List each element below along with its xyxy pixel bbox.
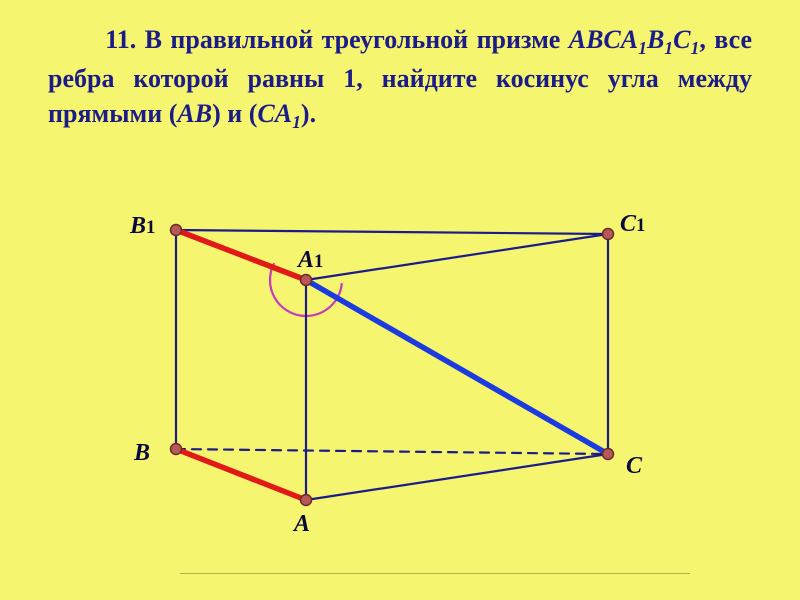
vertex-A1 bbox=[301, 275, 312, 286]
edge-red-AB bbox=[176, 449, 306, 500]
vertex-label-B1: B1 bbox=[130, 213, 155, 240]
vertex-A bbox=[301, 495, 312, 506]
vertex-label-C1: C1 bbox=[620, 211, 645, 238]
prism-diagram: A B C A1 B1 C1 bbox=[50, 190, 750, 585]
vertex-label-B: B bbox=[134, 440, 150, 467]
vertex-label-A1: A1 bbox=[298, 247, 323, 274]
vertex-label-C: C bbox=[626, 453, 642, 480]
slide: 11. В правильной треугольной призме ABCA… bbox=[0, 0, 800, 600]
problem-number: 11. bbox=[105, 25, 136, 54]
vertex-C bbox=[603, 449, 614, 460]
edge-dashed bbox=[176, 449, 608, 454]
edge bbox=[306, 234, 608, 280]
diagram-svg bbox=[50, 190, 750, 585]
vertex-label-A: A bbox=[294, 511, 310, 538]
edge bbox=[306, 454, 608, 500]
edge-red-A1B1 bbox=[176, 230, 306, 280]
edge-blue-CA1 bbox=[306, 280, 608, 454]
vertex-B bbox=[171, 444, 182, 455]
problem-text: 11. В правильной треугольной призме ABCA… bbox=[48, 22, 752, 135]
edge bbox=[176, 230, 608, 234]
footer-divider bbox=[180, 573, 690, 574]
vertex-B1 bbox=[171, 225, 182, 236]
vertex-C1 bbox=[603, 229, 614, 240]
